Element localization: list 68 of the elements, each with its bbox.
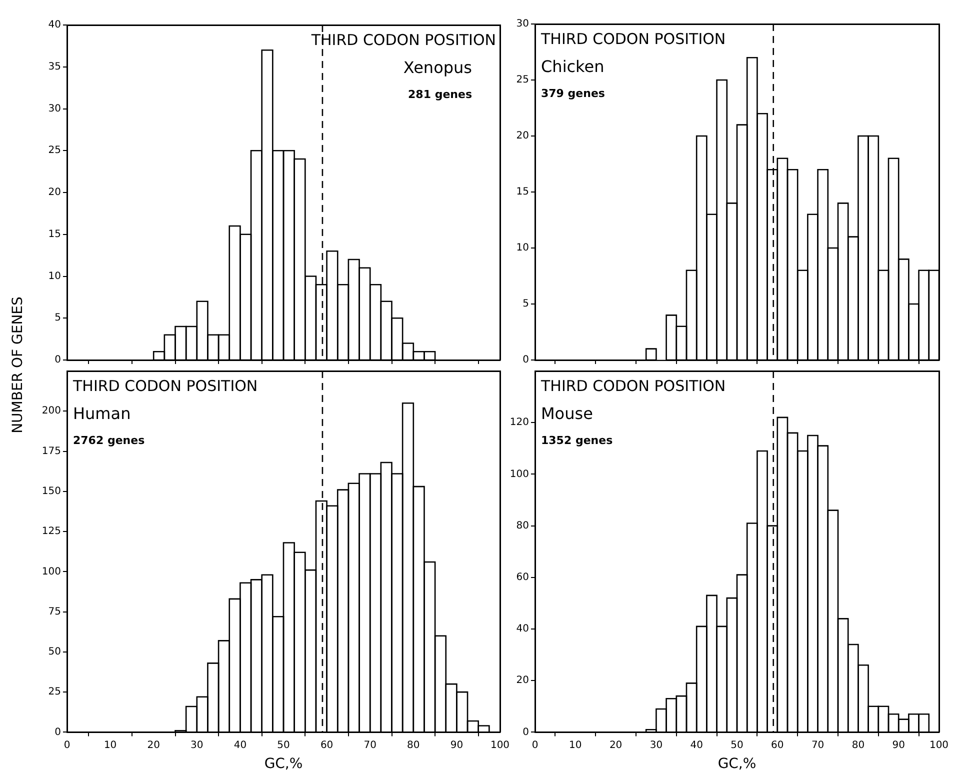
x-tick-label: 80 bbox=[852, 740, 865, 751]
y-tick-label: 100 bbox=[42, 566, 61, 578]
annotation: Chicken bbox=[541, 57, 604, 76]
y-tick-label: 20 bbox=[516, 675, 529, 686]
y-tick-label: 0 bbox=[522, 726, 529, 738]
y-tick-label: 150 bbox=[42, 486, 61, 497]
y-tick-label: 175 bbox=[42, 446, 61, 457]
x-tick-label: 20 bbox=[147, 740, 160, 751]
annotation: THIRD CODON POSITION bbox=[72, 376, 258, 395]
x-tick-label: 20 bbox=[609, 740, 622, 751]
y-axis-title: NUMBER OF GENES bbox=[10, 296, 26, 434]
y-tick-label: 35 bbox=[48, 61, 61, 72]
x-tick-label: 60 bbox=[771, 740, 784, 751]
x-tick-label: 40 bbox=[690, 740, 703, 751]
y-tick-label: 40 bbox=[48, 20, 61, 31]
y-tick-label: 25 bbox=[48, 686, 61, 698]
annotation: Xenopus bbox=[403, 58, 472, 78]
x-tick-label: 10 bbox=[569, 740, 582, 751]
x-tick-label: 0 bbox=[532, 740, 538, 751]
y-tick-label: 25 bbox=[516, 74, 529, 86]
x-tick-label: 90 bbox=[450, 740, 464, 751]
x-tick-label: 40 bbox=[234, 740, 247, 751]
y-tick-label: 25 bbox=[48, 145, 61, 156]
y-tick-label: 0 bbox=[54, 726, 61, 738]
x-tick-label: 100 bbox=[929, 740, 949, 751]
annotation: Human bbox=[73, 404, 131, 424]
y-tick-label: 20 bbox=[48, 187, 61, 198]
x-tick-label: 50 bbox=[277, 740, 290, 751]
annotation: 1352 genes bbox=[541, 434, 614, 447]
annotation: Mouse bbox=[541, 404, 593, 424]
annotation: THIRD CODON POSITION bbox=[540, 30, 726, 48]
x-tick-label: 100 bbox=[490, 740, 510, 751]
x-tick-label: 0 bbox=[64, 740, 70, 751]
x-tick-label: 60 bbox=[320, 740, 334, 751]
y-tick-label: 10 bbox=[516, 242, 529, 254]
x-tick-label: 30 bbox=[190, 740, 204, 751]
y-tick-label: 50 bbox=[48, 646, 61, 658]
annotation: 379 genes bbox=[541, 86, 606, 100]
y-tick-label: 125 bbox=[42, 526, 61, 538]
y-tick-label: 100 bbox=[510, 468, 529, 480]
y-tick-label: 60 bbox=[516, 572, 529, 583]
y-tick-label: 15 bbox=[48, 228, 61, 240]
annotation: 281 genes bbox=[408, 88, 472, 101]
y-tick-label: 200 bbox=[42, 406, 61, 417]
y-tick-label: 30 bbox=[48, 103, 61, 114]
y-tick-label: 5 bbox=[522, 298, 529, 310]
y-tick-label: 120 bbox=[510, 417, 529, 428]
y-tick-label: 15 bbox=[516, 186, 529, 198]
y-tick-label: 10 bbox=[48, 270, 61, 282]
x-axis-title: GC,% bbox=[718, 756, 756, 772]
annotation: THIRD CODON POSITION bbox=[540, 376, 726, 395]
x-tick-label: 80 bbox=[407, 740, 420, 751]
x-tick-label: 90 bbox=[892, 740, 905, 751]
y-tick-label: 75 bbox=[48, 606, 61, 618]
y-tick-label: 20 bbox=[516, 130, 529, 142]
x-axis-title: GC,% bbox=[264, 756, 303, 772]
annotation: 2762 genes bbox=[73, 434, 146, 447]
y-tick-label: 0 bbox=[54, 354, 61, 366]
y-tick-label: 0 bbox=[522, 354, 529, 366]
y-tick-label: 40 bbox=[516, 624, 529, 635]
y-tick-label: 5 bbox=[54, 312, 61, 324]
x-tick-label: 70 bbox=[364, 740, 376, 751]
x-tick-label: 30 bbox=[650, 740, 663, 751]
y-tick-label: 80 bbox=[516, 520, 529, 532]
x-tick-label: 50 bbox=[730, 740, 744, 751]
y-tick-label: 30 bbox=[516, 18, 529, 30]
x-tick-label: 70 bbox=[811, 740, 824, 751]
x-tick-label: 10 bbox=[104, 740, 117, 751]
